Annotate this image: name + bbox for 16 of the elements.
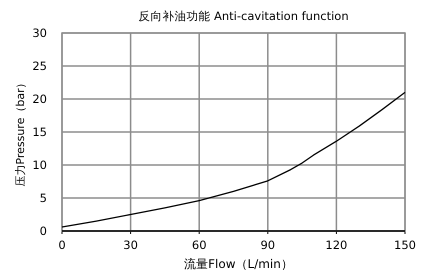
y-tick-label: 0: [40, 224, 47, 238]
y-tick-label: 30: [32, 26, 47, 40]
y-tick-label: 15: [32, 125, 47, 139]
y-tick-label: 5: [40, 191, 47, 205]
x-tick-label: 150: [394, 238, 416, 252]
chart-title: 反向补油功能 Anti-cavitation function: [138, 9, 349, 23]
x-tick-label: 120: [325, 238, 348, 252]
x-tick-label: 60: [192, 238, 207, 252]
x-axis-title: 流量Flow（L/min）: [184, 257, 293, 271]
x-tick-label: 0: [58, 238, 66, 252]
y-tick-label: 25: [32, 59, 47, 73]
x-tick-label: 90: [260, 238, 276, 252]
x-tick-label: 30: [123, 238, 138, 252]
y-tick-label: 20: [32, 92, 47, 106]
y-tick-label: 10: [32, 158, 47, 172]
y-axis-title: 压力Pressure（bar）: [14, 77, 27, 187]
